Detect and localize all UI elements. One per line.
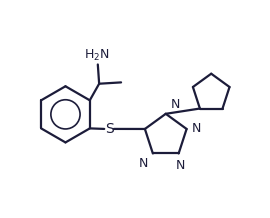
Text: S: S bbox=[105, 122, 113, 136]
Text: N: N bbox=[192, 123, 201, 135]
Text: N: N bbox=[175, 159, 185, 172]
Text: N: N bbox=[139, 157, 148, 170]
Text: H$_2$N: H$_2$N bbox=[84, 48, 109, 63]
Text: N: N bbox=[171, 98, 180, 111]
